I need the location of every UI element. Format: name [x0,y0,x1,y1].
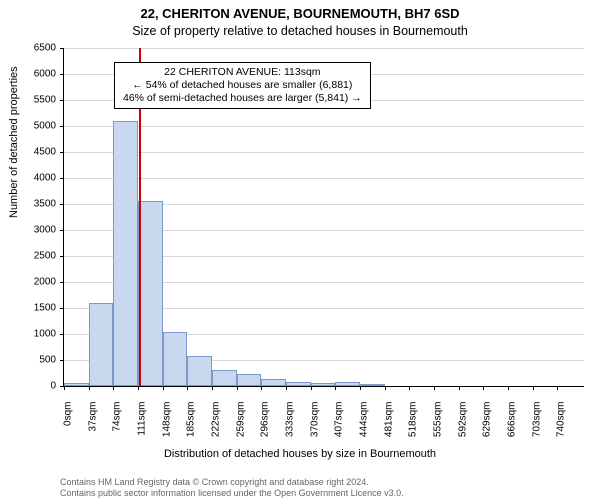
x-tick [64,386,65,390]
y-tick-label: 6000 [34,69,56,80]
x-tick [237,386,238,390]
x-tick [113,386,114,390]
gridline [64,48,584,49]
y-tick-label: 2000 [34,277,56,288]
x-tick [286,386,287,390]
histogram-bar [163,332,188,386]
histogram-bar [261,379,286,386]
y-tick [60,308,64,309]
x-tick [335,386,336,390]
histogram-bar [138,201,163,386]
y-tick [60,126,64,127]
y-axis-label: Number of detached properties [8,66,20,218]
annotation-line-1: 22 CHERITON AVENUE: 113sqm [123,66,362,79]
x-tick [212,386,213,390]
x-tick [508,386,509,390]
annotation-line-2: ← 54% of detached houses are smaller (6,… [123,79,362,92]
y-tick [60,256,64,257]
x-tick [483,386,484,390]
y-tick [60,282,64,283]
x-tick [360,386,361,390]
x-axis-label: Distribution of detached houses by size … [0,448,600,460]
y-tick [60,178,64,179]
plot-area: 0500100015002000250030003500400045005000… [63,48,584,387]
x-tick [187,386,188,390]
x-tick [385,386,386,390]
x-tick [409,386,410,390]
y-tick-label: 500 [39,355,56,366]
x-tick [533,386,534,390]
x-tick [311,386,312,390]
x-tick [138,386,139,390]
y-tick [60,334,64,335]
chart-subtitle: Size of property relative to detached ho… [0,24,600,38]
x-tick [261,386,262,390]
histogram-bar [360,384,385,386]
y-tick-label: 4500 [34,147,56,158]
y-tick-label: 6500 [34,43,56,54]
gridline [64,152,584,153]
histogram-bar [237,374,262,386]
footer-attribution: Contains HM Land Registry data © Crown c… [60,477,590,498]
y-tick-label: 4000 [34,173,56,184]
x-tick [163,386,164,390]
x-tick [89,386,90,390]
histogram-bar [187,356,212,386]
histogram-bar [311,383,336,386]
histogram-bar [335,382,360,386]
y-tick [60,204,64,205]
gridline [64,126,584,127]
gridline [64,178,584,179]
y-tick-label: 3000 [34,225,56,236]
y-tick [60,100,64,101]
y-tick-label: 1500 [34,303,56,314]
x-tick [459,386,460,390]
histogram-bar [64,383,89,386]
y-tick [60,48,64,49]
y-tick-label: 5500 [34,95,56,106]
y-tick [60,74,64,75]
y-tick [60,230,64,231]
histogram-bar [212,370,237,386]
histogram-bar [286,382,311,386]
x-tick [434,386,435,390]
y-tick [60,360,64,361]
footer-line-1: Contains HM Land Registry data © Crown c… [60,477,590,487]
y-tick-label: 3500 [34,199,56,210]
y-tick-label: 1000 [34,329,56,340]
x-tick [557,386,558,390]
chart-title: 22, CHERITON AVENUE, BOURNEMOUTH, BH7 6S… [0,6,600,21]
footer-line-2: Contains public sector information licen… [60,488,590,498]
y-tick-label: 2500 [34,251,56,262]
histogram-bar [89,303,114,386]
y-tick-label: 5000 [34,121,56,132]
histogram-bar [113,121,138,386]
annotation-line-3: 46% of semi-detached houses are larger (… [123,92,362,105]
annotation-box: 22 CHERITON AVENUE: 113sqm ← 54% of deta… [114,62,371,109]
y-tick [60,152,64,153]
y-tick-label: 0 [50,381,56,392]
